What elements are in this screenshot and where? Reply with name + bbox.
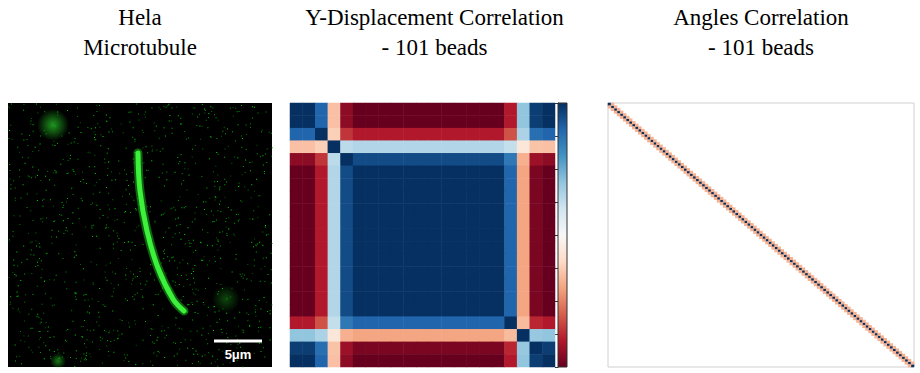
svg-text:- 101 beads: - 101 beads [708, 35, 814, 60]
svg-text:5μm: 5μm [225, 347, 252, 362]
svg-text:- 101 beads: - 101 beads [381, 35, 487, 60]
svg-text:Y-Displacement Correlation: Y-Displacement Correlation [305, 5, 564, 30]
svg-text:Hela: Hela [118, 5, 161, 30]
svg-text:Angles Correlation: Angles Correlation [673, 5, 849, 30]
svg-text:Microtubule: Microtubule [83, 35, 197, 60]
